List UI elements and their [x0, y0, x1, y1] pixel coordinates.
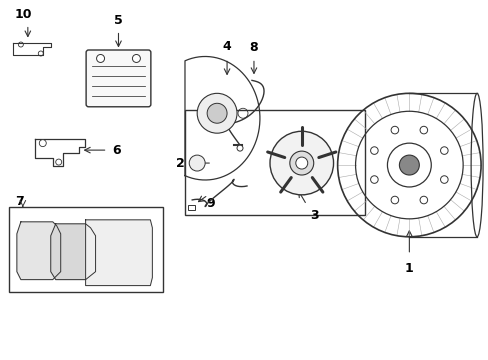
Circle shape: [295, 157, 307, 169]
Polygon shape: [35, 139, 84, 166]
Circle shape: [370, 176, 377, 183]
Text: 3: 3: [309, 209, 318, 222]
Bar: [188, 205, 195, 210]
Circle shape: [419, 196, 427, 204]
Circle shape: [207, 103, 226, 123]
Text: 4: 4: [222, 40, 231, 54]
Text: 2: 2: [176, 157, 185, 170]
Bar: [9, 207, 163, 292]
Text: 6: 6: [112, 144, 121, 157]
Polygon shape: [13, 42, 51, 55]
Text: 1: 1: [404, 262, 413, 275]
Circle shape: [399, 155, 419, 175]
Circle shape: [390, 126, 398, 134]
Circle shape: [39, 140, 46, 147]
FancyBboxPatch shape: [86, 50, 151, 107]
Text: 5: 5: [114, 14, 122, 27]
Circle shape: [289, 151, 313, 175]
Circle shape: [337, 93, 480, 237]
Polygon shape: [51, 224, 95, 280]
Text: 7: 7: [15, 195, 23, 208]
Circle shape: [440, 176, 447, 183]
Circle shape: [370, 147, 377, 154]
Bar: [185, 110, 364, 215]
Circle shape: [419, 126, 427, 134]
Circle shape: [269, 131, 333, 195]
Circle shape: [237, 145, 243, 151]
Text: 8: 8: [249, 41, 258, 54]
Circle shape: [56, 159, 61, 165]
Circle shape: [189, 155, 205, 171]
Text: 10: 10: [14, 8, 32, 21]
Polygon shape: [17, 222, 61, 280]
Polygon shape: [85, 220, 152, 285]
Circle shape: [390, 196, 398, 204]
Circle shape: [132, 54, 140, 62]
Circle shape: [440, 147, 447, 154]
Circle shape: [386, 143, 430, 187]
Circle shape: [197, 93, 237, 133]
Text: 9: 9: [206, 197, 214, 210]
Polygon shape: [184, 57, 260, 180]
Circle shape: [96, 54, 104, 62]
